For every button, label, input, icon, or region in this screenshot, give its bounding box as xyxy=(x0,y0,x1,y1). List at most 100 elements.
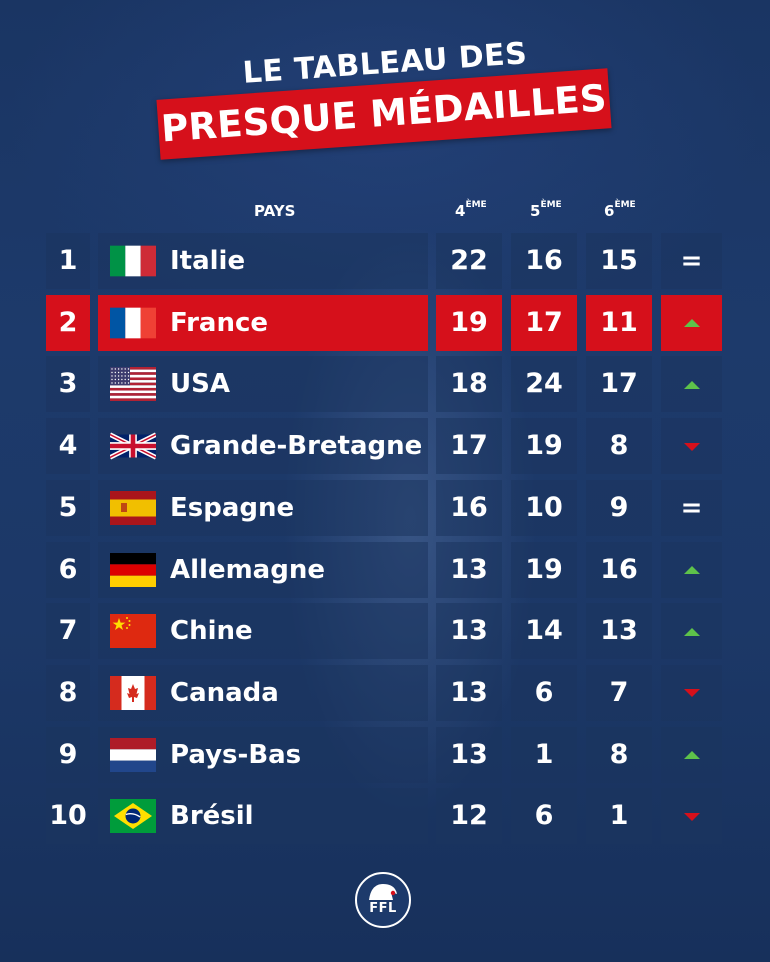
canada-flag-icon xyxy=(110,675,156,710)
country-cell: USA xyxy=(98,356,428,413)
trend-cell xyxy=(661,788,722,845)
sixth-place-count: 1 xyxy=(586,788,652,845)
country-name: Brésil xyxy=(170,801,254,832)
country-name: Grande-Bretagne xyxy=(170,431,423,462)
country-name: Allemagne xyxy=(170,554,325,585)
trend-down-icon xyxy=(683,689,700,698)
sixth-place-count: 17 xyxy=(586,356,652,413)
trend-cell xyxy=(661,664,722,721)
trend-cell xyxy=(661,418,722,475)
italy-flag-icon xyxy=(110,244,156,278)
country-name: USA xyxy=(170,369,230,400)
trend-cell xyxy=(661,603,722,660)
fourth-place-count: 22 xyxy=(436,233,502,289)
trend-down-icon xyxy=(683,812,700,821)
country-name: Canada xyxy=(170,677,279,708)
rank-cell: 3 xyxy=(46,356,90,413)
fourth-place-count: 18 xyxy=(436,356,502,413)
germany-flag-icon xyxy=(110,552,156,587)
fourth-place-count: 17 xyxy=(436,418,502,475)
table-row: 8 Canada 13 6 7 xyxy=(0,664,770,721)
sixth-place-count: 8 xyxy=(586,726,652,783)
uk-flag-icon xyxy=(110,429,156,463)
country-cell: Italie xyxy=(98,233,428,289)
fifth-place-count: 19 xyxy=(511,541,577,598)
table-row: 2 France 19 17 11 xyxy=(0,294,770,351)
country-cell: France xyxy=(98,294,428,351)
fifth-place-count: 10 xyxy=(511,479,577,536)
table-row: 1 Italie 22 16 15 = xyxy=(0,233,770,289)
table-row: 3 USA 18 24 17 xyxy=(0,356,770,413)
rank-cell: 6 xyxy=(46,541,90,598)
trend-cell xyxy=(661,726,722,783)
sixth-place-count: 7 xyxy=(586,664,652,721)
country-name: Espagne xyxy=(170,492,295,523)
fifth-place-count: 6 xyxy=(511,664,577,721)
brazil-flag-icon xyxy=(110,799,156,834)
country-name: Italie xyxy=(170,246,246,276)
netherlands-flag-icon xyxy=(110,737,156,772)
country-cell: Chine xyxy=(98,603,428,660)
trend-cell: = xyxy=(661,233,722,289)
rank-cell: 1 xyxy=(46,233,90,289)
trend-equal-icon: = xyxy=(680,492,703,523)
trend-up-icon xyxy=(683,319,700,328)
spain-flag-icon xyxy=(110,490,156,525)
country-cell: Espagne xyxy=(98,479,428,536)
fifth-place-count: 17 xyxy=(511,294,577,351)
table-row: 7 Chine 13 14 13 xyxy=(0,603,770,660)
header-5eme: 5ÈME xyxy=(530,200,562,220)
country-cell: Canada xyxy=(98,664,428,721)
fourth-place-count: 13 xyxy=(436,664,502,721)
country-cell: Grande-Bretagne xyxy=(98,418,428,475)
header-pays: PAYS xyxy=(254,202,296,220)
sixth-place-count: 8 xyxy=(586,418,652,475)
rank-cell: 4 xyxy=(46,418,90,475)
fifth-place-count: 24 xyxy=(511,356,577,413)
table-row: 9 Pays-Bas 13 1 8 xyxy=(0,726,770,783)
fifth-place-count: 16 xyxy=(511,233,577,289)
fourth-place-count: 12 xyxy=(436,788,502,845)
rank-cell: 8 xyxy=(46,664,90,721)
country-cell: Brésil xyxy=(98,788,428,845)
fourth-place-count: 13 xyxy=(436,541,502,598)
country-cell: Pays-Bas xyxy=(98,726,428,783)
fifth-place-count: 1 xyxy=(511,726,577,783)
table-row: 4 Grande-Bretagne 17 19 8 xyxy=(0,418,770,475)
header-4eme: 4ÈME xyxy=(455,200,487,220)
sixth-place-count: 13 xyxy=(586,603,652,660)
table-row: 6 Allemagne 13 19 16 xyxy=(0,541,770,598)
logo-text: FFL xyxy=(369,901,397,916)
rank-cell: 10 xyxy=(46,788,90,845)
header-6eme: 6ÈME xyxy=(604,200,636,220)
china-flag-icon xyxy=(110,614,156,649)
trend-up-icon xyxy=(683,627,700,636)
sixth-place-count: 15 xyxy=(586,233,652,289)
usa-flag-icon xyxy=(110,367,156,402)
table-row: 10 Brésil 12 6 1 xyxy=(0,788,770,845)
france-flag-icon xyxy=(110,306,156,340)
country-cell: Allemagne xyxy=(98,541,428,598)
country-name: France xyxy=(170,307,269,338)
rank-cell: 9 xyxy=(46,726,90,783)
sixth-place-count: 11 xyxy=(586,294,652,351)
country-name: Chine xyxy=(170,616,253,647)
trend-down-icon xyxy=(683,442,700,451)
trend-up-icon xyxy=(683,380,700,389)
sixth-place-count: 16 xyxy=(586,541,652,598)
ffl-logo-icon: FFL xyxy=(355,872,411,928)
rank-cell: 5 xyxy=(46,479,90,536)
trend-up-icon xyxy=(683,751,700,760)
fourth-place-count: 19 xyxy=(436,294,502,351)
trend-equal-icon: = xyxy=(680,246,703,276)
trend-cell xyxy=(661,356,722,413)
fourth-place-count: 13 xyxy=(436,603,502,660)
fourth-place-count: 16 xyxy=(436,479,502,536)
fifth-place-count: 14 xyxy=(511,603,577,660)
sixth-place-count: 9 xyxy=(586,479,652,536)
fifth-place-count: 6 xyxy=(511,788,577,845)
fifth-place-count: 19 xyxy=(511,418,577,475)
trend-cell xyxy=(661,294,722,351)
rank-cell: 7 xyxy=(46,603,90,660)
